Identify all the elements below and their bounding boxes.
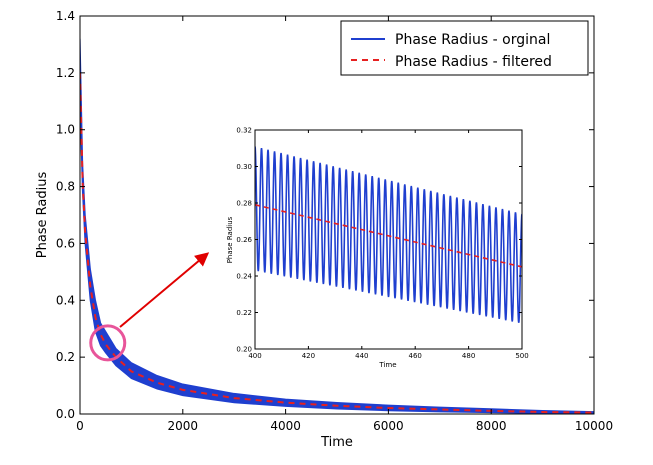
main-y-axis-label: Phase Radius — [35, 172, 50, 259]
main-y-tick-label: 0.2 — [56, 350, 75, 364]
inset-ticks: 400 420 440 460 480 500 0.20 0.22 0.24 0.26 0.28 0.… — [236, 127, 528, 361]
inset-x-tick-label: 460 — [409, 352, 422, 360]
main-plot-area — [80, 38, 594, 414]
main-x-tick-label: 2000 — [168, 419, 199, 433]
main-x-tick-label: 6000 — [373, 419, 404, 433]
inset-x-axis-label: Time — [378, 361, 396, 369]
main-y-tick-label: 0.8 — [56, 180, 75, 194]
main-x-tick-label: 0 — [76, 419, 84, 433]
inset-x-tick-label: 400 — [248, 352, 261, 360]
inset-y-tick-label: 0.24 — [236, 273, 252, 281]
inset-series-filtered-line — [255, 204, 522, 268]
main-y-tick-label: 0.4 — [56, 293, 75, 307]
inset-y-tick-label: 0.32 — [236, 127, 252, 135]
legend-box — [340, 20, 589, 76]
main-axes-frame — [79, 15, 595, 415]
zoom-circle-annotation — [89, 324, 127, 362]
main-y-tick-label: 1.2 — [56, 66, 75, 80]
inset-y-tick-label: 0.28 — [236, 200, 252, 208]
inset-x-tick-label: 440 — [355, 352, 368, 360]
main-x-tick-label: 8000 — [476, 419, 507, 433]
legend-label-filtered: Phase Radius - filtered — [395, 54, 552, 70]
main-x-tick-label: 10000 — [575, 419, 613, 433]
main-y-tick-label: 1.4 — [56, 9, 75, 23]
inset-series-original-line — [255, 146, 522, 323]
inset-x-tick-label: 420 — [302, 352, 315, 360]
main-x-axis-label: Time — [320, 435, 353, 450]
main-ticks: 0 2000 4000 6000 8000 10000 0.0 0.2 0.4 0.6 0.8 1.0… — [56, 9, 613, 433]
main-x-tick-label: 4000 — [270, 419, 301, 433]
inset-y-tick-label: 0.20 — [236, 346, 252, 354]
inset-y-axis-label: Phase Radius — [226, 216, 234, 263]
inset-y-tick-label: 0.26 — [236, 236, 252, 244]
inset-x-tick-label: 500 — [515, 352, 528, 360]
inset-x-tick-label: 480 — [462, 352, 475, 360]
inset-y-tick-label: 0.22 — [236, 309, 252, 317]
series-filtered-line — [80, 72, 594, 414]
legend-label-original: Phase Radius - orginal — [395, 32, 550, 48]
zoom-arrow — [119, 252, 210, 328]
legend: Phase Radius - orginal Phase Radius - fi… — [340, 20, 589, 76]
main-y-tick-label: 0.0 — [56, 407, 75, 421]
inset-y-tick-label: 0.30 — [236, 163, 252, 171]
inset-plot-area — [255, 146, 522, 323]
main-y-tick-label: 0.6 — [56, 236, 75, 250]
main-y-tick-label: 1.0 — [56, 123, 75, 137]
series-original-band — [80, 38, 594, 414]
